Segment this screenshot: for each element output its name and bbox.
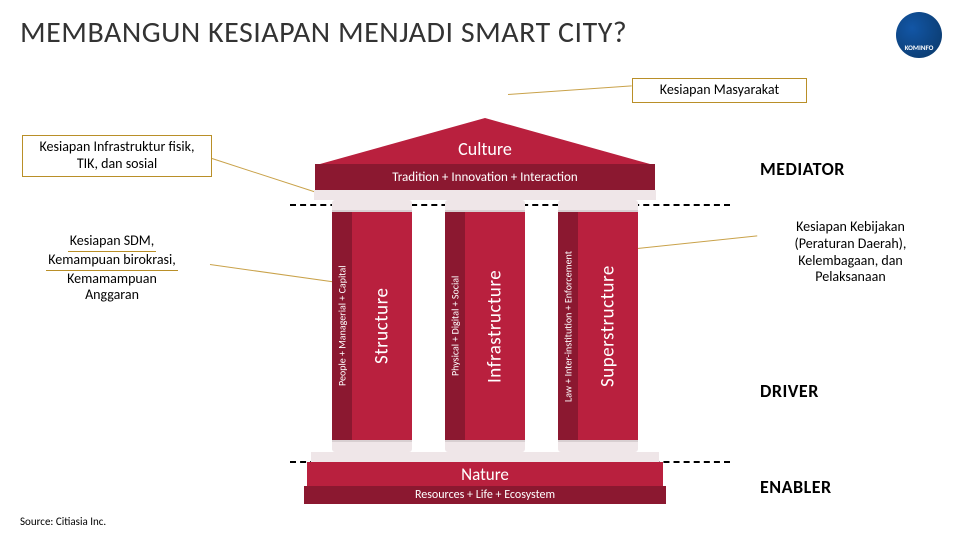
connector-line [508,85,632,95]
role-enabler: ENABLER [760,476,832,498]
page-title: MEMBANGUN KESIAPAN MENJADI SMART CITY? [20,14,627,51]
callout-infrastruktur: Kesiapan Infrastruktur fisik, TIK, dan s… [22,135,212,177]
temple-roof-label: Culture [458,138,512,160]
pillar-structure: People + Managerial + Capital Structure [332,200,412,452]
callout-sdm-line3: Kemamampuan [67,270,157,287]
role-mediator: MEDIATOR [760,158,845,180]
pillar-sub: Law + Inter-institution + Enforcement [558,212,578,440]
callout-masyarakat: Kesiapan Masyarakat [632,78,807,103]
pillar-main: Infrastructure [465,212,525,440]
pillar-base [558,440,638,452]
pillar-main: Structure [352,212,412,440]
callout-kebijakan: Kesiapan Kebijakan (Peraturan Daerah), K… [758,216,943,289]
temple-cornice [314,190,656,200]
temple-step [311,452,659,462]
temple-foundation-sub: Resources + Life + Ecosystem [304,486,666,504]
pillar-base [445,440,525,452]
pillar-base [332,440,412,452]
pillar-cap [558,200,638,212]
pillar-sub: People + Managerial + Capital [332,212,352,440]
temple-foundation-label: Nature [307,462,663,486]
pillar-sub: Physical + Digital + Social [445,212,465,440]
kominfo-logo: KOMINFO [896,12,942,58]
callout-sdm-line4: Anggaran [85,286,139,303]
callout-sdm-line2: Kemampuan birokrasi, [46,252,177,271]
pillar-superstructure: Law + Inter-institution + Enforcement Su… [558,200,638,452]
pillar-main: Superstructure [578,212,638,440]
role-driver: DRIVER [760,380,819,402]
source-text: Source: Citiasia Inc. [20,515,106,528]
callout-sdm: Kesiapan SDM, Kemampuan birokrasi, Kemam… [12,230,212,307]
temple-diagram: Culture Tradition + Innovation + Interac… [300,118,670,508]
callout-sdm-line1: Kesiapan SDM, [68,233,156,252]
pillar-cap [332,200,412,212]
pillar-cap [445,200,525,212]
temple-roof-sub: Tradition + Innovation + Interaction [315,164,655,190]
pillar-infrastructure: Physical + Digital + Social Infrastructu… [445,200,525,452]
